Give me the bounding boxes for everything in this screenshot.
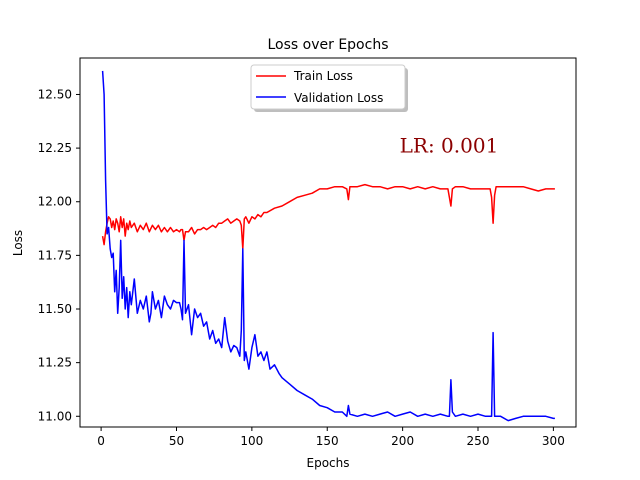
validation-loss-line xyxy=(101,70,555,422)
x-axis-ticks: 0 50 100 150 200 250 300 xyxy=(97,427,565,448)
y-tick-label: 11.00 xyxy=(38,409,72,423)
x-tick-label: 150 xyxy=(316,434,339,448)
x-tick-label: 0 xyxy=(97,434,105,448)
legend-box xyxy=(250,64,406,110)
series-layer xyxy=(101,70,555,422)
train-loss-line xyxy=(101,183,555,250)
legend-label-train: Train Loss xyxy=(293,69,353,83)
x-tick-label: 300 xyxy=(542,434,565,448)
x-tick-label: 100 xyxy=(240,434,263,448)
legend: Train Loss Validation Loss xyxy=(250,64,408,112)
x-tick-label: 250 xyxy=(467,434,490,448)
x-tick-label: 50 xyxy=(169,434,184,448)
learning-rate-annotation: LR: 0.001 xyxy=(400,133,499,157)
x-tick-label: 200 xyxy=(391,434,414,448)
plot-frame xyxy=(79,57,577,428)
x-axis-label: Epochs xyxy=(307,456,350,470)
legend-label-validation: Validation Loss xyxy=(294,91,383,105)
y-axis-label: Loss xyxy=(11,230,25,256)
y-tick-label: 12.25 xyxy=(38,141,72,155)
y-tick-label: 11.50 xyxy=(38,302,72,316)
y-axis-ticks: 11.00 11.25 11.50 11.75 12.00 12.25 12.50 xyxy=(38,87,80,423)
y-tick-label: 12.00 xyxy=(38,195,72,209)
y-tick-label: 12.50 xyxy=(38,87,72,101)
y-tick-label: 11.75 xyxy=(38,248,72,262)
chart-title: Loss over Epochs xyxy=(268,37,389,53)
y-tick-label: 11.25 xyxy=(38,356,72,370)
